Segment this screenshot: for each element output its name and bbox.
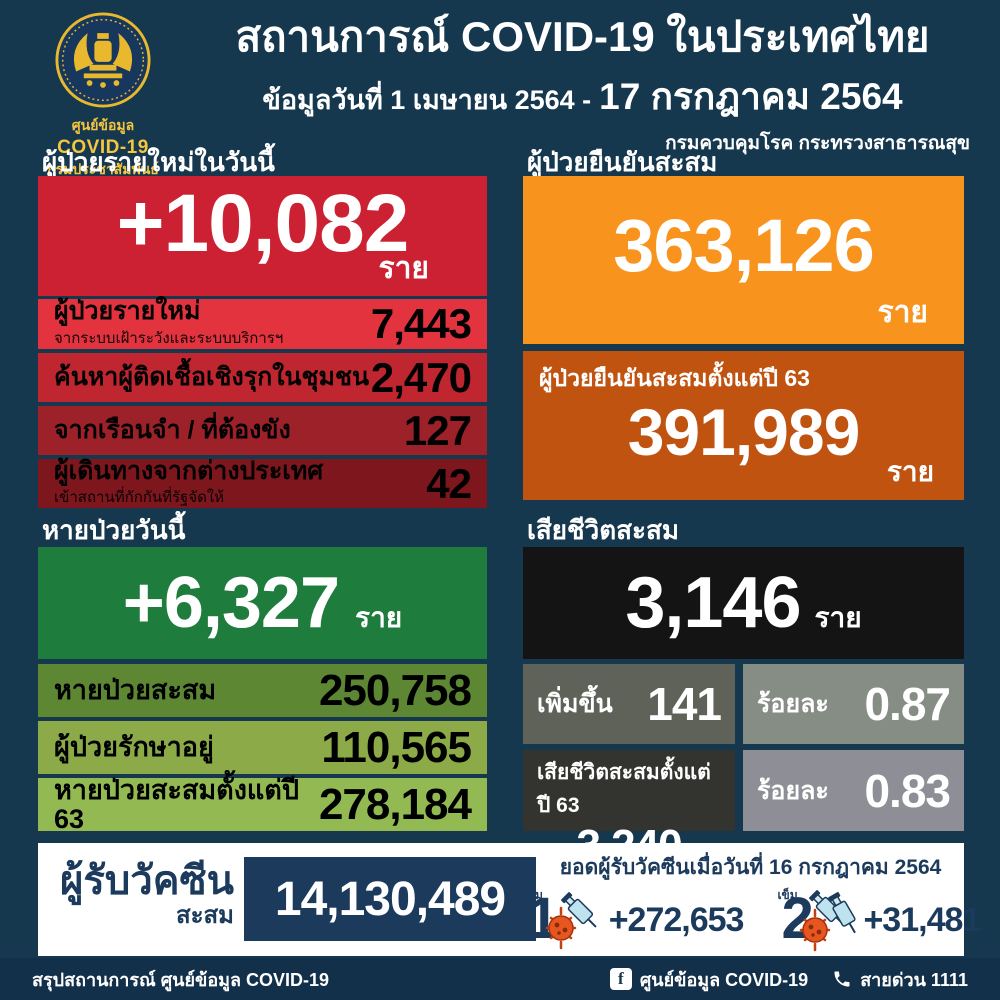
new-cases-row-abroad: ผู้เดินทางจากต่างประเทศ เข้าสถานที่กักกั… [38, 456, 487, 508]
dose1-needle-label: เข็ม [522, 888, 543, 902]
vaccine-label: ผู้รับวัคซีน สะสม [54, 859, 234, 929]
agency-name: กรมควบคุมโรค กระทรวงสาธารณสุข [665, 132, 970, 154]
row-value: 2,470 [370, 353, 472, 401]
deaths-unit: ราย [814, 602, 862, 633]
row-value: 110,565 [321, 722, 472, 772]
recovered-row-since63: หายป่วยสะสมตั้งแต่ปี 63 278,184 [38, 775, 487, 834]
header-text: สถานการณ์ COVID-19 ในประเทศไทย ข้อมูลวัน… [195, 10, 970, 158]
government-emblem-icon [55, 12, 151, 108]
row-value: 127 [403, 406, 472, 454]
row-label: จากเรือนจำ / ที่ต้องขัง [54, 416, 291, 445]
dose2-group: เข็ม 2 [775, 886, 981, 954]
cumulative-since63-panel: ผู้ป่วยยืนยันสะสมตั้งแต่ปี 63 391,989 รา… [523, 351, 964, 500]
dose1-icon: เข็ม 1 [521, 886, 607, 954]
pct-value: 0.83 [864, 764, 951, 817]
vaccine-label-sub: สะสม [175, 902, 234, 929]
vaccine-daily-title: ยอดผู้รับวัคซีนเมื่อวันที่ 16 กรกฎาคม 25… [559, 856, 942, 879]
hotline-link[interactable]: สายด่วน 1111 [860, 969, 968, 990]
new-cases-section-title: ผู้ป่วยรายใหม่ในวันนี้ [42, 147, 275, 177]
date-highlight: 17 กรกฎาคม 2564 [599, 75, 903, 117]
since63-label: ผู้ป่วยยืนยันสะสมตั้งแต่ปี 63 [539, 365, 810, 391]
pct-label: ร้อยละ [757, 776, 829, 805]
phone-icon [834, 971, 850, 987]
row-label: หายป่วยสะสมตั้งแต่ปี 63 [54, 775, 299, 834]
deaths-added-pct-cell: ร้อยละ 0.87 [743, 664, 964, 744]
vaccine-label-main: ผู้รับวัคซีน [59, 859, 234, 903]
syringe-virus-icon [545, 892, 597, 950]
new-cases-row-prison: จากเรือนจำ / ที่ต้องขัง 127 [38, 406, 487, 455]
facebook-page-link[interactable]: ศูนย์ข้อมูล COVID-19 [639, 969, 809, 990]
header: ศูนย์ข้อมูล COVID-19 กรมประชาสัมพันธ์ สถ… [0, 0, 1000, 177]
deaths-added-label: เพิ่มขึ้น [537, 690, 613, 718]
since63-value: 391,989 [627, 395, 861, 469]
pct-value: 0.87 [864, 678, 951, 730]
row-value: 250,758 [318, 665, 472, 715]
row-sublabel: เข้าสถานที่กักกันที่รัฐจัดให้ [54, 489, 225, 507]
recovered-value: +6,327 [122, 563, 340, 643]
dose2-needle-label: เข็ม [777, 888, 798, 902]
recovered-section-title: หายป่วยวันนี้ [42, 515, 186, 545]
dose1-value: +272,653 [608, 900, 745, 939]
deaths-section-title: เสียชีวิตสะสม [527, 515, 679, 545]
row-value: 278,184 [318, 779, 472, 829]
deaths-since63-label: เสียชีวิตสะสมตั้งแต่ปี 63 [537, 761, 711, 817]
recovered-row-cumulative: หายป่วยสะสม 250,758 [38, 664, 487, 717]
facebook-icon[interactable]: f [609, 968, 632, 990]
row-value: 42 [426, 459, 472, 507]
new-cases-row-proactive: ค้นหาผู้ติดเชื้อเชิงรุกในชุมชน 2,470 [38, 353, 487, 402]
dose1-group: เข็ม 1 [521, 886, 745, 954]
logo-text-line3: กรมประชาสัมพันธ์ [47, 161, 159, 177]
row-label: หายป่วยสะสม [54, 675, 217, 706]
deaths-added-cell: เพิ่มขึ้น 141 [523, 664, 735, 744]
new-cases-row-surveillance: ผู้ป่วยรายใหม่ จากระบบเฝ้าระวังและระบบบร… [38, 297, 487, 349]
row-label: ผู้เดินทางจากต่างประเทศ [54, 456, 324, 485]
page-title: สถานการณ์ COVID-19 ในประเทศไทย [235, 13, 930, 60]
new-cases-value: +10,082 [116, 178, 410, 269]
row-sublabel: จากระบบเฝ้าระวังและระบบบริการฯ [54, 329, 284, 347]
row-label: ผู้ป่วยรักษาอยู่ [54, 732, 214, 763]
cumulative-section-title: ผู้ป่วยยืนยันสะสม [527, 147, 718, 177]
new-cases-unit: ราย [378, 252, 429, 285]
logo-text-line1: ศูนย์ข้อมูล [71, 117, 135, 133]
since63-unit: ราย [886, 456, 934, 487]
recovered-unit: ราย [355, 602, 403, 633]
footer: สรุปสถานการณ์ ศูนย์ข้อมูล COVID-19 f ศูน… [0, 958, 1000, 1000]
deaths-added-value: 141 [647, 678, 722, 730]
vaccine-daily: ยอดผู้รับวัคซีนเมื่อวันที่ 16 กรกฎาคม 25… [523, 851, 981, 952]
syringe-virus-icon [800, 890, 857, 952]
deaths-since63-cell: เสียชีวิตสะสมตั้งแต่ปี 63 3,240 [523, 750, 735, 870]
row-label: ค้นหาผู้ติดเชื้อเชิงรุกในชุมชน [54, 363, 370, 392]
dose2-icon: เข็ม 2 [775, 886, 861, 954]
recovered-row-in-treatment: ผู้ป่วยรักษาอยู่ 110,565 [38, 721, 487, 774]
cumulative-value: 363,126 [613, 204, 875, 287]
vaccine-total-value: 14,130,489 [244, 857, 536, 941]
new-cases-panel: +10,082 ราย [38, 176, 487, 296]
date-range: ข้อมูลวันที่ 1 เมษายน 2564 -17 กรกฎาคม 2… [195, 67, 970, 126]
pct-label: ร้อยละ [757, 690, 829, 718]
recovered-panel: +6,327 ราย [38, 547, 487, 659]
date-prefix: ข้อมูลวันที่ 1 เมษายน 2564 - [262, 84, 592, 115]
row-value: 7,443 [370, 300, 472, 347]
deaths-since63-pct-cell: ร้อยละ 0.83 [743, 750, 964, 831]
cumulative-panel: 363,126 ราย [523, 176, 964, 344]
dose2-value: +31,481 [863, 900, 981, 939]
vaccine-panel: ผู้รับวัคซีน สะสม 14,130,489 ยอดผู้รับวั… [38, 843, 981, 956]
logo-text-line2: COVID-19 [57, 137, 149, 158]
logo: ศูนย์ข้อมูล COVID-19 กรมประชาสัมพันธ์ [28, 8, 178, 181]
deaths-panel: 3,146 ราย [523, 547, 964, 659]
footer-summary: สรุปสถานการณ์ ศูนย์ข้อมูล COVID-19 [32, 969, 330, 990]
row-label: ผู้ป่วยรายใหม่ [54, 297, 201, 326]
cumulative-unit: ราย [877, 296, 928, 329]
deaths-value: 3,146 [625, 563, 801, 643]
